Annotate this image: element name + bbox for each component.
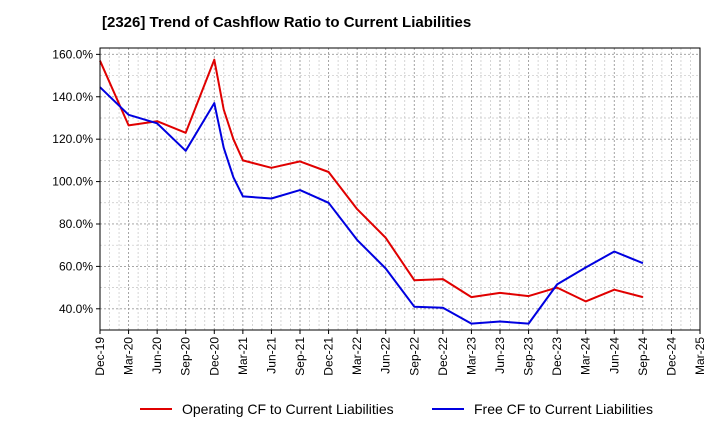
x-tick-label: Jun-21	[264, 337, 278, 374]
x-tick-label: Mar-23	[464, 337, 478, 375]
x-tick-label: Jun-23	[493, 337, 507, 374]
y-tick-label: 100.0%	[52, 175, 93, 189]
x-tick-label: Dec-22	[436, 337, 450, 376]
plot-frame	[99, 47, 701, 331]
grid-layer	[100, 48, 700, 330]
legend-label-1: Free CF to Current Liabilities	[474, 401, 653, 417]
y-tick-label: 80.0%	[59, 217, 93, 231]
x-tick-label: Jun-24	[607, 337, 621, 374]
y-tick-label: 120.0%	[52, 132, 93, 146]
x-tick-label: Sep-23	[522, 337, 536, 376]
x-tick-label: Mar-20	[122, 337, 136, 375]
x-tick-label: Dec-23	[550, 337, 564, 376]
y-tick-label: 60.0%	[59, 259, 93, 273]
x-tick-label: Dec-20	[207, 337, 221, 376]
x-tick-label: Sep-20	[179, 337, 193, 376]
legend: Operating CF to Current Liabilities Free …	[140, 401, 653, 417]
series-line-0	[99, 58, 644, 303]
x-tick-label: Mar-21	[236, 337, 250, 375]
x-tick-label: Dec-24	[664, 337, 678, 376]
x-tick-label: Dec-19	[93, 337, 107, 376]
axis-layer: 40.0% 60.0% 80.0% 100.0% 120.0% 140.0% 160.0% D…	[52, 47, 707, 375]
x-tick-label: Mar-22	[350, 337, 364, 375]
y-tick-label: 160.0%	[52, 47, 93, 61]
x-tick-label: Sep-21	[293, 337, 307, 376]
legend-label-0: Operating CF to Current Liabilities	[182, 401, 394, 417]
x-tick-label: Mar-24	[579, 337, 593, 375]
x-tick-label: Jun-22	[379, 337, 393, 374]
series-layer	[99, 58, 644, 325]
x-tick-label: Sep-22	[407, 337, 421, 376]
y-tick-label: 40.0%	[59, 302, 93, 316]
x-tick-label: Sep-24	[636, 337, 650, 376]
series-line-1	[99, 86, 644, 325]
chart-title: [2326] Trend of Cashflow Ratio to Curren…	[102, 14, 472, 31]
x-tick-label: Dec-21	[322, 337, 336, 376]
x-tick-label: Mar-25	[693, 337, 707, 375]
x-tick-label: Jun-20	[150, 337, 164, 374]
y-tick-label: 140.0%	[52, 90, 93, 104]
